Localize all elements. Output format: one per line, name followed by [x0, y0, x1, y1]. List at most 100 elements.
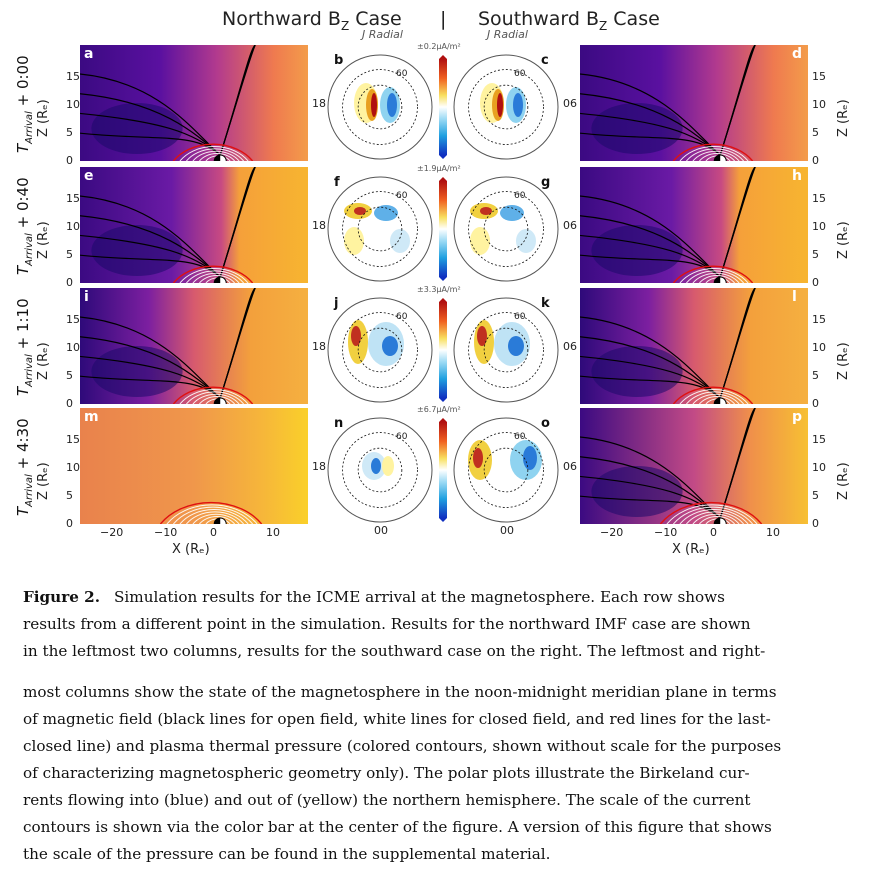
mlt-label-18: 18 [312, 460, 326, 473]
y-tick-label: 0 [66, 517, 73, 530]
tail-lobe [91, 103, 183, 155]
lat-label-60: 60 [396, 432, 408, 442]
x-tick-label: −20 [100, 526, 124, 539]
x-axis-label: X (Rₑ) [172, 542, 210, 557]
current-contour [387, 93, 397, 117]
panel-label-m: m [84, 409, 99, 425]
mlt-label-18: 18 [312, 97, 326, 110]
latitude-contour [357, 84, 403, 130]
closed-field-line [692, 272, 740, 283]
y-tick-label: 5 [812, 369, 819, 382]
y-tick-label: 10 [66, 98, 80, 111]
colorbar-top-arrow [439, 418, 447, 422]
last-closed-field-line [672, 143, 754, 161]
latitude-contour [483, 447, 529, 493]
y-axis-label: Z (Rₑ) [36, 462, 51, 500]
caption-line-6: closed line) and plasma thermal pressure… [23, 737, 782, 755]
polar-panel-g [450, 173, 562, 285]
y-tick-label: 0 [66, 397, 73, 410]
row-label-time: + 1:10 [14, 298, 32, 355]
caption-line-9: contours is shown via the color bar at t… [23, 818, 772, 836]
tail-lobe [591, 346, 683, 398]
closed-field-line [686, 148, 745, 161]
colorbar-scale: ±1.9μA/m² [417, 164, 461, 173]
colorbar-top-arrow [439, 298, 447, 302]
colorbar-scale: ±6.7μA/m² [417, 405, 461, 414]
row-label-sub: Arrival [24, 354, 35, 387]
current-contour [470, 227, 490, 255]
row-label-t: T [14, 506, 32, 516]
closed-field-line [199, 275, 236, 283]
current-contour [382, 456, 394, 476]
lat-label-60: 60 [514, 312, 526, 322]
closed-field-line [199, 396, 236, 404]
y-tick-label: 0 [66, 276, 73, 289]
current-contour [473, 448, 483, 468]
x-axis-label: X (Rₑ) [672, 542, 710, 557]
polar-boundary [453, 54, 559, 160]
closed-field-line [192, 272, 240, 283]
caption-line-4: most columns show the state of the magne… [23, 683, 777, 701]
y-axis-label: Z (Rₑ) [36, 221, 51, 259]
latitude-contour [483, 327, 529, 373]
latitude-contour [483, 84, 529, 130]
mlt-label-18: 18 [312, 340, 326, 353]
tail-lobe [91, 346, 183, 398]
y-tick-label: 10 [812, 220, 826, 233]
meridian-panel-p [580, 408, 808, 524]
row-label-t: T [14, 265, 32, 275]
meridian-panel-h [580, 167, 808, 283]
row-label-time: + 4:30 [14, 418, 32, 475]
meridian-panel-l [580, 288, 808, 404]
y-tick-label: 15 [66, 70, 80, 83]
current-contour [371, 458, 381, 474]
tail-lobe [591, 466, 683, 518]
closed-field-line [173, 506, 254, 524]
northward-case-title: Northward BZ Case [222, 8, 402, 33]
southward-case-title: Southward BZ Case [478, 8, 660, 33]
lat-label-60: 60 [396, 69, 408, 79]
current-colorbar [438, 55, 448, 159]
closed-field-line [166, 504, 258, 524]
mlt-label-06: 06 [563, 97, 577, 110]
closed-field-line [186, 148, 245, 161]
panel-label-f: f [334, 175, 340, 190]
y-axis-label: Z (Rₑ) [836, 462, 851, 500]
y-tick-label: 15 [812, 313, 826, 326]
current-colorbar [438, 298, 448, 402]
mlt-label-00: 00 [374, 524, 388, 537]
closed-field-line [679, 389, 749, 404]
closed-field-line [179, 146, 249, 161]
last-closed-field-line [659, 501, 763, 524]
polar-boundary [453, 417, 559, 523]
meridian-panel-a [80, 45, 308, 161]
closed-field-line [686, 511, 745, 524]
row-label-sub: Arrival [24, 233, 35, 266]
j-radial-label: J Radial [362, 28, 403, 41]
latitude-contour [357, 327, 403, 373]
colorbar-gradient [439, 422, 447, 518]
last-closed-field-line [172, 143, 254, 161]
lat-label-60: 60 [514, 432, 526, 442]
earth-night-side [714, 518, 721, 524]
closed-field-line [186, 270, 245, 283]
meridian-panel-i [80, 288, 308, 404]
caption-line-10: the scale of the pressure can be found i… [23, 845, 551, 863]
panel-label-j: j [334, 296, 339, 311]
colorbar-top-arrow [439, 55, 447, 59]
colorbar-scale: ±0.2μA/m² [417, 42, 461, 51]
current-contour [371, 93, 377, 117]
y-tick-label: 0 [812, 397, 819, 410]
closed-field-line [692, 150, 740, 161]
earth-night-side [714, 398, 721, 404]
current-contour [374, 205, 398, 221]
panel-label-g: g [541, 175, 551, 190]
x-tick-label: −10 [654, 526, 678, 539]
latitude-contour [357, 447, 403, 493]
last-closed-field-line [159, 501, 263, 524]
latitude-contour [483, 206, 529, 252]
last-closed-field-line [172, 265, 254, 283]
caption-line-2: results from a different point in the si… [23, 615, 751, 633]
row-label-t: T [14, 143, 32, 153]
row-label: TArrival + 4:30 [14, 418, 35, 516]
